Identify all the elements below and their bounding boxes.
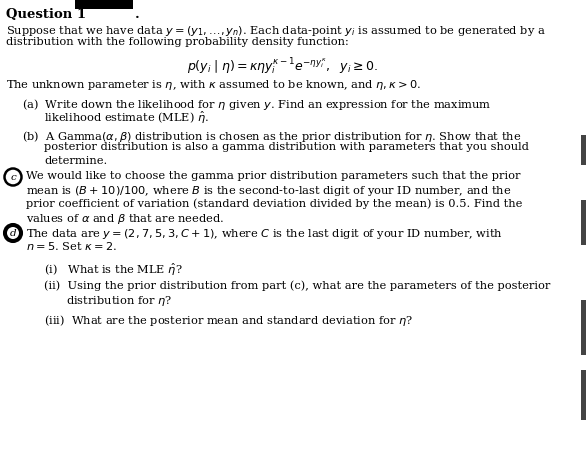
Text: prior coefficient of variation (standard deviation divided by the mean) is 0.5. : prior coefficient of variation (standard… xyxy=(26,198,522,208)
Text: likelihood estimate (MLE) $\hat{\eta}$.: likelihood estimate (MLE) $\hat{\eta}$. xyxy=(44,110,209,126)
FancyBboxPatch shape xyxy=(581,135,586,165)
Text: posterior distribution is also a gamma distribution with parameters that you sho: posterior distribution is also a gamma d… xyxy=(44,142,529,152)
Text: Question 1: Question 1 xyxy=(6,8,86,21)
Circle shape xyxy=(7,227,19,239)
FancyBboxPatch shape xyxy=(581,200,586,245)
Circle shape xyxy=(4,224,22,242)
Text: determine.: determine. xyxy=(44,156,107,165)
Text: d: d xyxy=(9,229,16,238)
Text: (i)   What is the MLE $\hat{\eta}$?: (i) What is the MLE $\hat{\eta}$? xyxy=(44,262,183,278)
Text: mean is $(B+10)/100$, where $B$ is the second-to-last digit of your ID number, a: mean is $(B+10)/100$, where $B$ is the s… xyxy=(26,185,512,198)
Text: Suppose that we have data $y = (y_1,\ldots,y_n)$. Each data-point $y_i$ is assum: Suppose that we have data $y = (y_1,\ldo… xyxy=(6,23,546,38)
Text: (b)  A Gamma$(\alpha,\beta)$ distribution is chosen as the prior distribution fo: (b) A Gamma$(\alpha,\beta)$ distribution… xyxy=(22,129,521,143)
Text: c: c xyxy=(10,173,16,181)
Text: (iii)  What are the posterior mean and standard deviation for $\eta$?: (iii) What are the posterior mean and st… xyxy=(44,312,413,327)
Text: $p(y_i \mid \eta) = \kappa\eta y_i^{\kappa-1} e^{-\eta y_i^{\kappa}},\ \ y_i \ge: $p(y_i \mid \eta) = \kappa\eta y_i^{\kap… xyxy=(187,56,377,76)
Text: We would like to choose the gamma prior distribution parameters such that the pr: We would like to choose the gamma prior … xyxy=(26,171,520,181)
Text: .: . xyxy=(135,8,140,21)
Text: distribution for $\eta$?: distribution for $\eta$? xyxy=(66,294,172,308)
Text: The unknown parameter is $\eta$, with $\kappa$ assumed to be known, and $\eta,\k: The unknown parameter is $\eta$, with $\… xyxy=(6,78,422,92)
Text: $n = 5$. Set $\kappa = 2$.: $n = 5$. Set $\kappa = 2$. xyxy=(26,240,117,252)
Text: (a)  Write down the likelihood for $\eta$ given $y$. Find an expression for the : (a) Write down the likelihood for $\eta$… xyxy=(22,97,492,111)
Text: The data are $y = (2,7,5,3,C+1)$, where $C$ is the last digit of your ID number,: The data are $y = (2,7,5,3,C+1)$, where … xyxy=(26,227,503,241)
FancyBboxPatch shape xyxy=(581,300,586,355)
Text: (ii)  Using the prior distribution from part (c), what are the parameters of the: (ii) Using the prior distribution from p… xyxy=(44,280,550,291)
Text: values of $\alpha$ and $\beta$ that are needed.: values of $\alpha$ and $\beta$ that are … xyxy=(26,212,224,225)
Text: distribution with the following probability density function:: distribution with the following probabil… xyxy=(6,37,349,47)
FancyBboxPatch shape xyxy=(75,0,133,9)
FancyBboxPatch shape xyxy=(581,370,586,420)
